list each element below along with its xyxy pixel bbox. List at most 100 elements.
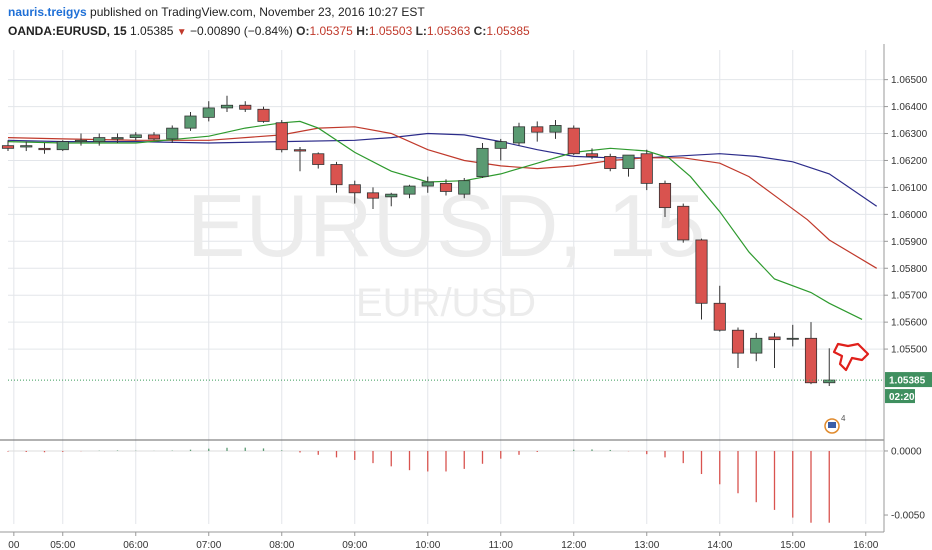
last-price-label: 1.05385 (889, 376, 926, 387)
candle-body[interactable] (56, 141, 69, 151)
x-tick-label: 09:00 (342, 540, 367, 550)
chart-header: nauris.treigys published on TradingView.… (0, 0, 932, 44)
high-value: 1.05503 (368, 24, 413, 38)
ma-mid-line (7, 126, 878, 269)
candle-body[interactable] (166, 127, 179, 140)
candle-body[interactable] (476, 147, 489, 178)
x-tick-label: 13:00 (634, 540, 659, 550)
candle-body[interactable] (129, 134, 142, 138)
price-chart[interactable]: 1.06500 1.06400 1.06300 1.06200 1.06100 1.060… (0, 44, 932, 550)
osc-tick-label: -0.0050 (891, 511, 925, 522)
y-tick-label: 1.05500 (891, 345, 928, 356)
down-arrow-icon: ▼ (176, 27, 187, 38)
candle-body[interactable] (658, 182, 672, 209)
author-link[interactable]: nauris.treigys (8, 5, 87, 19)
candle-body[interactable] (93, 137, 106, 143)
close-value: 1.05385 (486, 24, 530, 38)
candle-body[interactable] (750, 337, 763, 354)
candle-body[interactable] (640, 153, 653, 184)
x-tick-label: 00 (8, 540, 20, 550)
flag-icon (828, 422, 836, 428)
candle-body[interactable] (74, 139, 88, 143)
candle-body[interactable] (239, 104, 252, 110)
x-tick-label: 12:00 (561, 540, 586, 550)
candle-body[interactable] (531, 126, 544, 133)
candle-body[interactable] (202, 107, 215, 118)
candle-body[interactable] (677, 205, 690, 241)
publish-info: published on TradingView.com, November 2… (90, 5, 425, 19)
event-count: 4 (841, 414, 846, 423)
candle-body[interactable] (403, 185, 416, 195)
x-tick-label: 05:00 (50, 540, 75, 550)
watermark-pair: EUR/USD (356, 281, 536, 325)
candle-body[interactable] (421, 181, 434, 187)
candle-body[interactable] (330, 164, 343, 186)
y-tick-label: 1.06300 (891, 129, 928, 140)
x-tick-label: 11:00 (489, 540, 514, 550)
candle-body[interactable] (713, 302, 726, 331)
x-tick-label: 15:00 (780, 540, 805, 550)
countdown-badge (885, 389, 915, 404)
low-label: L: (415, 24, 427, 38)
y-tick-label: 1.05700 (891, 291, 928, 302)
x-tick-label: 10:00 (415, 540, 440, 550)
countdown-label: 02:20 (889, 392, 915, 403)
hand-pointer-icon[interactable] (832, 342, 870, 372)
candle-body[interactable] (38, 147, 51, 151)
osc-tick-label: 0.0000 (891, 446, 922, 457)
candle-body[interactable] (494, 141, 507, 149)
high-label: H: (356, 24, 369, 38)
candle-body[interactable] (1, 145, 15, 149)
candle-body[interactable] (768, 336, 781, 341)
x-tick-label: 07:00 (196, 540, 221, 550)
x-tick-label: 16:00 (853, 540, 878, 550)
candle-body[interactable] (512, 126, 526, 144)
candle-body[interactable] (257, 108, 270, 122)
chart-background (0, 44, 932, 550)
ohlc-line: OANDA:EURUSD, 15 1.05385 ▼ −0.00890 (−0.… (8, 24, 530, 38)
candle-body[interactable] (458, 180, 471, 195)
candle-body[interactable] (786, 337, 799, 340)
candle-body[interactable] (293, 149, 307, 152)
y-tick-label: 1.06500 (891, 75, 928, 86)
candle-body[interactable] (804, 337, 818, 384)
candle-body[interactable] (585, 153, 599, 157)
candle-body[interactable] (366, 192, 380, 199)
y-tick-label: 1.05600 (891, 318, 928, 329)
candle-body[interactable] (731, 329, 745, 354)
last-price: 1.05385 (130, 24, 174, 38)
open-value: 1.05375 (309, 24, 353, 38)
candle-body[interactable] (604, 156, 617, 169)
y-tick-label: 1.06200 (891, 156, 928, 167)
low-value: 1.05363 (426, 24, 471, 38)
candle-body[interactable] (20, 145, 33, 148)
candle-body[interactable] (348, 184, 361, 194)
symbol-label: OANDA:EURUSD, 15 (8, 24, 127, 38)
candle-body[interactable] (275, 122, 288, 151)
candle-body[interactable] (439, 182, 453, 192)
candle-body[interactable] (111, 137, 124, 140)
candle-body[interactable] (823, 379, 836, 384)
price-change: −0.00890 (−0.84%) (190, 24, 293, 38)
candle-body[interactable] (695, 239, 708, 304)
y-tick-label: 1.06100 (891, 183, 928, 194)
x-tick-label: 14:00 (707, 540, 732, 550)
candle-body[interactable] (567, 127, 580, 155)
candle-body[interactable] (622, 154, 635, 169)
open-label: O: (296, 24, 310, 38)
ma-fast-line (7, 120, 863, 320)
candle-body[interactable] (220, 104, 234, 109)
candle-body[interactable] (312, 153, 325, 165)
candle-body[interactable] (385, 193, 398, 198)
candle-body[interactable] (549, 125, 562, 133)
candle-body[interactable] (147, 134, 161, 140)
publish-line: nauris.treigys published on TradingView.… (8, 5, 425, 19)
candle-body[interactable] (184, 115, 197, 129)
y-tick-label: 1.05800 (891, 264, 928, 275)
y-tick-label: 1.06400 (891, 102, 928, 113)
y-tick-label: 1.06000 (891, 210, 928, 221)
x-tick-label: 08:00 (269, 540, 294, 550)
x-tick-label: 06:00 (123, 540, 148, 550)
last-price-badge (885, 372, 932, 388)
y-tick-label: 1.05900 (891, 237, 928, 248)
